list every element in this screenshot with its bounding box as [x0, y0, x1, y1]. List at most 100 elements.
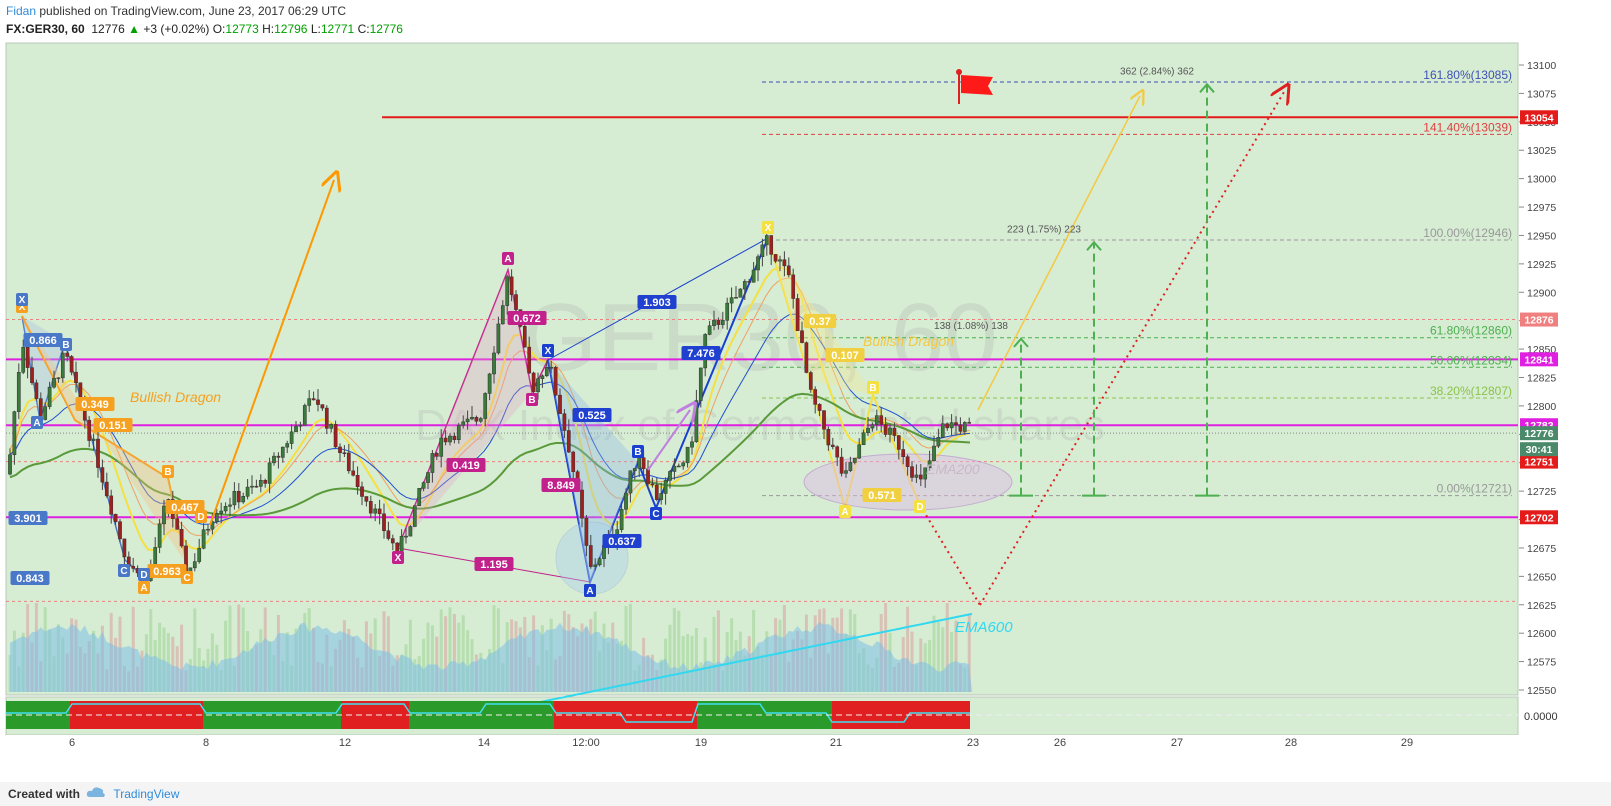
candle-body	[232, 491, 237, 506]
candle-body	[16, 372, 21, 412]
price-tag-label: 13054	[1524, 112, 1553, 124]
ratio-label-text: 0.151	[99, 420, 127, 432]
ratio-label-box	[75, 397, 115, 411]
point-label-box	[584, 584, 596, 597]
point-label-box	[526, 393, 538, 406]
ratio-label-text: 0.571	[868, 490, 896, 502]
y-tick-label: 12800	[1527, 401, 1556, 413]
x-tick-label: 28	[1285, 737, 1297, 749]
price-scale	[1519, 43, 1563, 735]
candle-body	[245, 486, 250, 497]
candle-body	[866, 427, 870, 434]
volume-bar	[950, 631, 954, 692]
candle-body	[685, 446, 690, 464]
fib-level-label: 61.80%(12860)	[1430, 324, 1512, 338]
candle-body	[487, 373, 492, 394]
point-label-box	[650, 507, 662, 520]
price-tag-label: 12876	[1524, 315, 1553, 327]
price-tag-box	[1520, 110, 1558, 125]
point-label-box	[16, 293, 28, 306]
candle-body	[668, 471, 672, 481]
projection-labels: 362 (2.84%) 362 223 (1.75%) 223 138 (1.08%…	[934, 66, 1194, 332]
candle-body	[760, 244, 765, 257]
candle-body	[179, 529, 184, 547]
candle-body	[870, 424, 875, 429]
point-label-text: A	[33, 418, 40, 429]
volume-bar	[932, 615, 936, 692]
candle-body	[91, 438, 96, 441]
candle-body	[47, 386, 52, 407]
candle-body	[228, 504, 232, 507]
ratio-label-box	[862, 488, 902, 502]
ratio-label-box	[446, 458, 486, 472]
y-tick-label: 13100	[1527, 60, 1556, 72]
candle-body	[421, 482, 426, 489]
ratio-label-text: 0.467	[171, 502, 199, 514]
candle-body	[954, 422, 958, 426]
projection-dotted-down	[919, 504, 981, 606]
point-label-text: X	[765, 223, 772, 234]
point-label-box	[118, 564, 130, 577]
candle-body	[544, 367, 549, 377]
x-tick-label: 21	[830, 737, 842, 749]
candle-body	[923, 467, 928, 480]
ratio-label-box	[165, 500, 205, 514]
ratio-label-text: 0.525	[578, 410, 606, 422]
candle-body	[663, 480, 668, 494]
candle-body	[373, 508, 378, 514]
volume-bar	[716, 610, 720, 692]
x-tick-label: 6	[69, 737, 75, 749]
flag-icon	[956, 69, 993, 104]
low-label: L:	[310, 22, 321, 36]
candle-body	[756, 256, 760, 271]
ratio-label-box	[572, 408, 612, 422]
candle-body	[914, 474, 919, 478]
point-label-text: X	[19, 302, 26, 313]
measure-head	[1013, 337, 1029, 348]
volume-bar	[461, 615, 465, 692]
volume-bar	[672, 607, 676, 692]
point-label-text: C	[652, 509, 659, 520]
candle-body	[426, 472, 430, 483]
point-label-box	[914, 500, 926, 513]
candle-body	[21, 346, 26, 373]
author-link[interactable]: Fidan	[6, 4, 37, 18]
candle-body	[342, 452, 347, 455]
candle-body	[324, 407, 329, 429]
candle-body	[206, 528, 210, 531]
volume-bar	[628, 603, 632, 692]
ratio-label-box	[23, 333, 63, 347]
point-label-text: C	[183, 573, 190, 584]
candle-body	[522, 326, 527, 348]
candle-body	[580, 489, 584, 519]
y-tick-label: 12650	[1527, 571, 1556, 583]
volume-bar	[954, 620, 958, 692]
price-tag-label: 12751	[1524, 457, 1553, 469]
candle-body	[844, 470, 848, 474]
tradingview-logo[interactable]: TradingView	[86, 786, 179, 801]
oscillator-segment	[554, 701, 697, 729]
candle-body	[927, 460, 932, 469]
projection-arrow-purple	[647, 410, 690, 471]
volume-bar	[241, 607, 245, 692]
candle-body	[857, 444, 862, 459]
candle-body	[316, 399, 320, 405]
point-label-text: B	[634, 447, 641, 458]
candle-body	[918, 474, 923, 480]
candle-body	[289, 431, 294, 444]
symbol-info: FX:GER30, 60 12776 ▲ +3 (+0.02%) O:12773…	[6, 22, 403, 36]
measurement-arrows	[1009, 82, 1219, 497]
ema200-label: EMA200	[926, 461, 980, 477]
candle-body	[707, 325, 712, 335]
candle-body	[87, 419, 92, 441]
ratio-label-box	[637, 295, 677, 309]
candle-body	[888, 427, 892, 435]
price-chart[interactable]: GER30, 60 DAX Index of German listed sha…	[0, 40, 1611, 782]
measure-head	[1199, 82, 1215, 93]
candle-body	[302, 405, 307, 426]
candle-body	[874, 415, 879, 425]
volume-bar	[694, 628, 698, 692]
candle-body	[254, 485, 259, 488]
candle-body	[294, 425, 298, 433]
y-tick-label: 12550	[1527, 685, 1556, 697]
